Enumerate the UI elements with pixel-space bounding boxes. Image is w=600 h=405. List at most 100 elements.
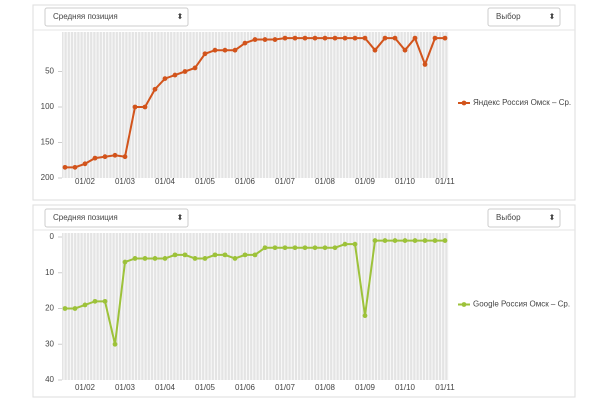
x-tick-label: 01/03: [115, 177, 136, 186]
point: [212, 47, 218, 53]
x-tick-label: 01/09: [355, 383, 376, 392]
point: [242, 252, 248, 258]
y-tick-label: 30: [45, 339, 54, 348]
select-arrow: ⬍: [177, 12, 184, 21]
x-tick-label: 01/08: [315, 177, 336, 186]
point: [392, 238, 398, 243]
point: [342, 241, 348, 247]
button-text: Выбор: [496, 12, 521, 21]
point: [242, 40, 248, 46]
point: [382, 238, 388, 243]
x-tick-label: 01/06: [235, 177, 256, 186]
select[interactable]: Средняя позиция ⬍: [44, 208, 189, 228]
point: [152, 86, 158, 92]
x-tick-label: 01/07: [275, 383, 296, 392]
point: [162, 256, 168, 261]
x-tick-label: 01/02: [75, 177, 96, 186]
point: [372, 47, 378, 53]
x-tick-label: 01/08: [315, 383, 336, 392]
point: [262, 245, 268, 251]
point: [292, 245, 298, 251]
point: [222, 47, 228, 53]
point: [432, 238, 438, 243]
select-arrow: ⬍: [549, 12, 556, 21]
legend-label: Яндекс Россия Омск – Ср.: [473, 98, 571, 107]
point: [412, 238, 418, 243]
point: [322, 35, 328, 41]
point: [62, 164, 68, 170]
point: [362, 35, 368, 41]
x-tick-label: 01/11: [435, 177, 455, 186]
point: [122, 154, 128, 160]
point: [282, 35, 288, 41]
y-tick-label: 150: [41, 138, 55, 147]
point: [102, 154, 108, 160]
point: [192, 65, 198, 71]
point: [142, 104, 148, 110]
point: [352, 35, 358, 41]
x-tick-label: 01/09: [355, 177, 376, 186]
point: [132, 104, 138, 110]
point: [222, 252, 228, 258]
point: [152, 256, 158, 261]
legend-marker: [461, 302, 467, 307]
point: [422, 62, 428, 67]
select-text: Средняя позиция: [53, 213, 118, 222]
y-tick-label: 200: [41, 173, 55, 182]
point: [92, 155, 98, 161]
point: [432, 35, 438, 41]
point: [82, 161, 88, 167]
point: [122, 259, 128, 265]
point: [112, 152, 118, 158]
select[interactable]: Средняя позиция ⬍: [44, 7, 189, 27]
button[interactable]: Выбор ⬍: [487, 208, 561, 228]
point: [332, 245, 338, 251]
point: [72, 306, 78, 311]
point: [292, 35, 298, 41]
point: [382, 35, 388, 41]
point: [352, 241, 358, 247]
y-tick-label: 0: [50, 232, 55, 241]
x-tick-label: 01/06: [235, 383, 256, 392]
point: [442, 35, 448, 41]
select-text: Средняя позиция: [53, 12, 118, 21]
point: [342, 35, 348, 41]
select-arrow: ⬍: [177, 213, 184, 222]
legend-marker: [461, 100, 467, 106]
point: [232, 47, 238, 53]
x-tick-label: 01/04: [155, 383, 176, 392]
point: [402, 47, 408, 53]
y-tick-label: 40: [45, 375, 54, 384]
x-tick-label: 01/11: [435, 383, 455, 392]
point: [332, 35, 338, 41]
point: [62, 306, 68, 311]
x-tick-label: 01/07: [275, 177, 296, 186]
select-arrow: ⬍: [549, 213, 556, 222]
point: [172, 72, 178, 78]
point: [312, 245, 318, 251]
y-tick-label: 20: [45, 304, 54, 313]
point: [82, 302, 88, 308]
point: [362, 313, 368, 319]
point: [112, 341, 118, 347]
x-tick-label: 01/05: [195, 383, 216, 392]
y-tick-label: 50: [45, 67, 54, 76]
x-tick-label: 01/05: [195, 177, 216, 186]
point: [72, 164, 78, 170]
point: [272, 245, 278, 251]
x-tick-label: 01/10: [395, 383, 416, 392]
point: [102, 298, 108, 304]
point: [132, 256, 138, 261]
point: [412, 35, 418, 41]
x-tick-label: 01/03: [115, 383, 136, 392]
point: [192, 256, 198, 261]
point: [312, 35, 318, 41]
button[interactable]: Выбор ⬍: [487, 7, 561, 27]
y-tick-label: 100: [41, 102, 55, 111]
point: [172, 252, 178, 258]
point: [272, 37, 278, 42]
point: [182, 252, 188, 258]
point: [252, 252, 258, 258]
point: [182, 69, 188, 74]
